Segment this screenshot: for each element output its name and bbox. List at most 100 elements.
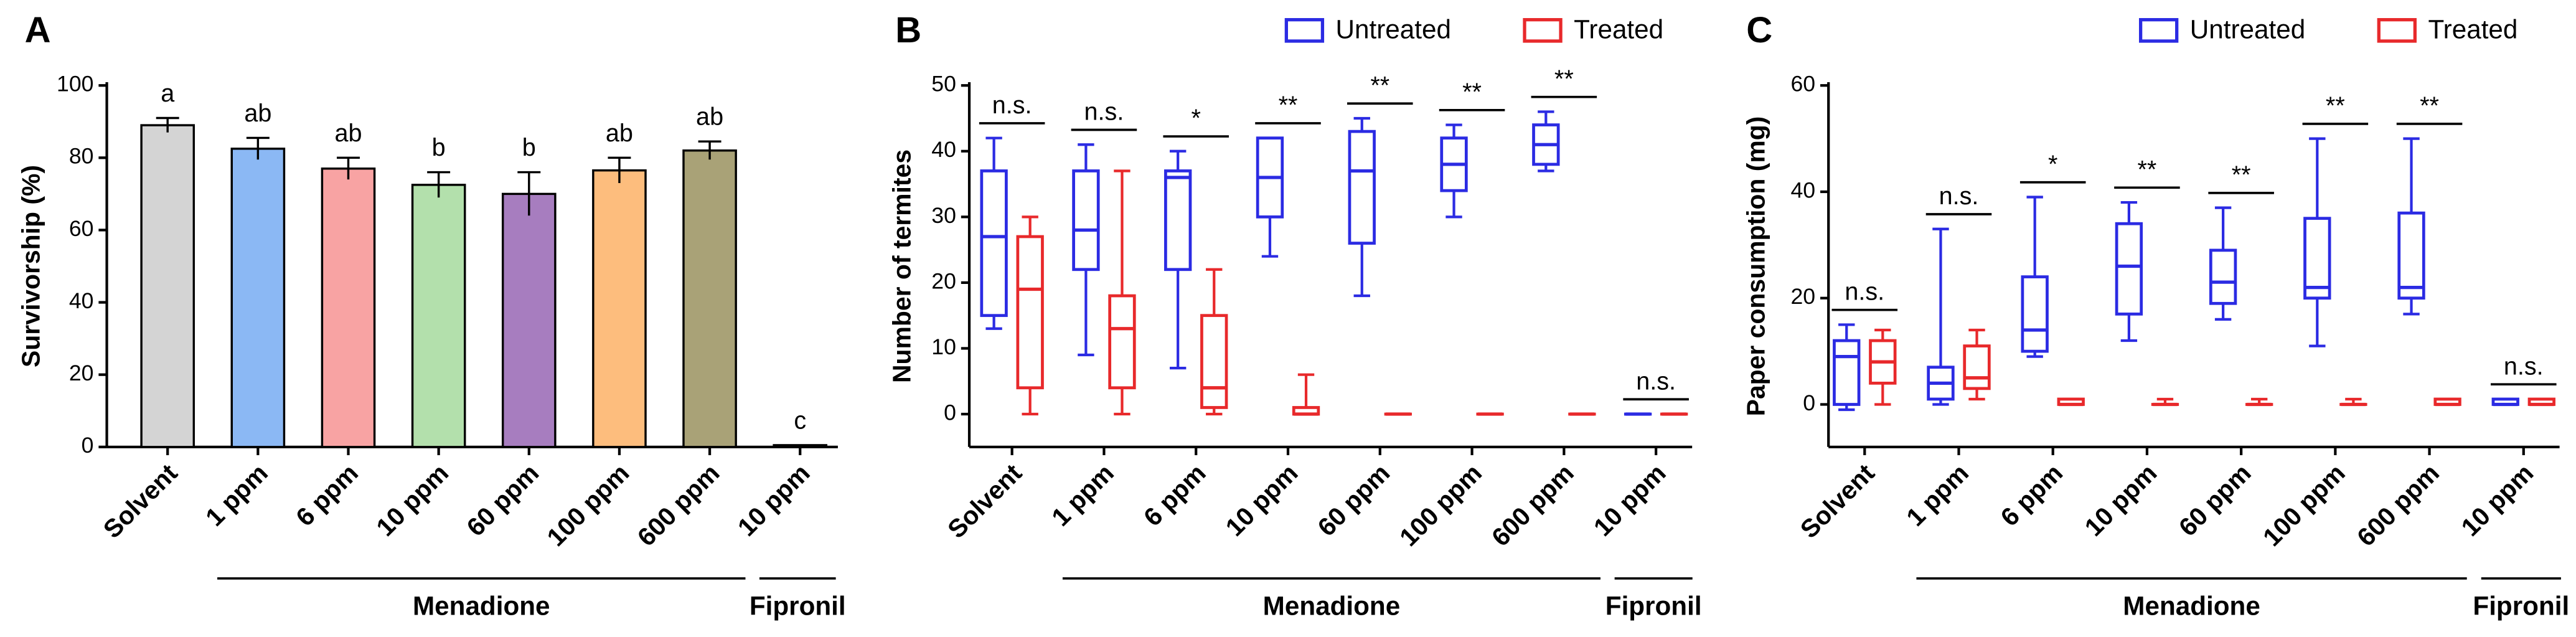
box	[1016, 235, 1044, 390]
significance-label: n.s.	[992, 92, 1032, 119]
bar	[773, 444, 828, 448]
box	[1200, 314, 1228, 409]
significance-letter: ab	[244, 100, 271, 127]
significance-label: **	[1554, 65, 1574, 93]
x-tick-label: Solvent	[942, 458, 1027, 544]
x-tick-label: 1 ppm	[1901, 458, 1974, 532]
legend-swatch	[2138, 18, 2179, 43]
legend-label: Treated	[2428, 14, 2517, 44]
significance-label: n.s.	[1636, 367, 1676, 395]
y-tick-label: 20	[1791, 284, 1816, 309]
x-tick-label: 10 ppm	[2456, 458, 2539, 542]
box	[1072, 169, 1100, 271]
y-axis-label: Survivorship (%)	[17, 165, 45, 367]
bar	[411, 184, 466, 448]
significance-letter: ab	[696, 103, 723, 131]
bar	[321, 168, 376, 448]
legend-swatch	[2377, 18, 2417, 43]
box	[1164, 169, 1192, 271]
y-tick-label: 0	[944, 400, 956, 425]
significance-letter: b	[522, 134, 536, 161]
significance-letter: b	[432, 134, 446, 161]
significance-label: n.s.	[1845, 278, 1884, 306]
y-tick-label: 40	[69, 288, 94, 313]
y-tick-label: 40	[1791, 177, 1816, 202]
x-tick-label: 6 ppm	[290, 458, 364, 532]
significance-label: **	[1462, 78, 1482, 106]
x-tick-label: Solvent	[1795, 458, 1880, 544]
y-axis-label: Number of termites	[887, 149, 916, 383]
x-tick-label: 600 ppm	[2351, 458, 2445, 552]
x-tick-label: 10 ppm	[732, 458, 816, 542]
x-tick-label: 1 ppm	[1046, 458, 1119, 532]
y-tick-label: 80	[69, 144, 94, 169]
significance-label: *	[2048, 151, 2057, 178]
x-tick-label: 60 ppm	[2173, 458, 2257, 542]
y-tick-label: 30	[931, 203, 956, 228]
x-tick-label: 60 ppm	[461, 458, 545, 542]
x-tick-label: 10 ppm	[2079, 458, 2163, 542]
x-tick-label: 10 ppm	[1220, 458, 1304, 542]
group-label: Menadione	[2123, 592, 2260, 621]
box	[1348, 130, 1376, 245]
y-tick-label: 0	[1803, 390, 1815, 415]
group-label: Fipronil	[1605, 592, 1702, 621]
bar	[501, 192, 557, 448]
significance-label: n.s.	[2504, 352, 2544, 380]
x-tick-label: 10 ppm	[370, 458, 454, 542]
panel-label: A	[25, 10, 51, 50]
y-axis-label: Paper consumption (mg)	[1742, 116, 1770, 417]
significance-letter: c	[794, 407, 806, 434]
significance-label: **	[2232, 161, 2251, 189]
significance-label: **	[2138, 156, 2157, 183]
group-label: Menadione	[413, 592, 550, 621]
bar	[682, 149, 737, 448]
y-tick-label: 100	[57, 72, 93, 97]
significance-letter: ab	[606, 120, 633, 147]
significance-label: n.s.	[1939, 182, 1979, 210]
x-tick-label: Solvent	[98, 458, 183, 544]
legend-swatch	[1523, 18, 1563, 43]
significance-label: n.s.	[1084, 98, 1124, 126]
x-tick-label: 100 ppm	[1394, 458, 1487, 552]
significance-label: **	[1279, 92, 1298, 119]
box	[2209, 248, 2237, 305]
legend-label: Untreated	[2190, 14, 2305, 44]
significance-label: **	[1370, 72, 1389, 99]
x-tick-label: 60 ppm	[1312, 458, 1396, 542]
significance-label: **	[2326, 92, 2345, 120]
y-tick-label: 10	[931, 334, 956, 359]
x-tick-label: 600 ppm	[632, 458, 725, 552]
legend-swatch	[1284, 18, 1325, 43]
x-tick-label: 100 ppm	[2257, 458, 2351, 552]
y-tick-label: 20	[69, 361, 94, 385]
significance-label: *	[1192, 105, 1201, 132]
bar	[592, 169, 647, 448]
box	[1963, 344, 1991, 390]
y-tick-label: 60	[1791, 72, 1816, 97]
bar	[140, 124, 195, 448]
panel-label: C	[1746, 10, 1772, 50]
box	[1108, 294, 1136, 390]
box	[2021, 275, 2049, 353]
x-tick-label: 100 ppm	[542, 458, 635, 552]
x-tick-label: 6 ppm	[1138, 458, 1211, 532]
x-tick-label: 600 ppm	[1486, 458, 1579, 552]
x-tick-label: 6 ppm	[1995, 458, 2069, 532]
y-tick-label: 40	[931, 137, 956, 162]
y-tick-label: 50	[931, 72, 956, 97]
x-tick-label: 1 ppm	[200, 458, 273, 532]
y-tick-label: 60	[69, 216, 94, 241]
significance-letter: ab	[334, 120, 362, 147]
group-label: Menadione	[1263, 592, 1400, 621]
significance-letter: a	[161, 80, 175, 107]
group-label: Fipronil	[2473, 592, 2569, 621]
box	[980, 169, 1008, 318]
y-tick-label: 0	[82, 433, 94, 458]
legend-label: Treated	[1574, 14, 1663, 44]
box	[1833, 339, 1861, 406]
panel-label: B	[895, 10, 921, 50]
box	[2115, 222, 2143, 316]
y-tick-label: 20	[931, 268, 956, 293]
